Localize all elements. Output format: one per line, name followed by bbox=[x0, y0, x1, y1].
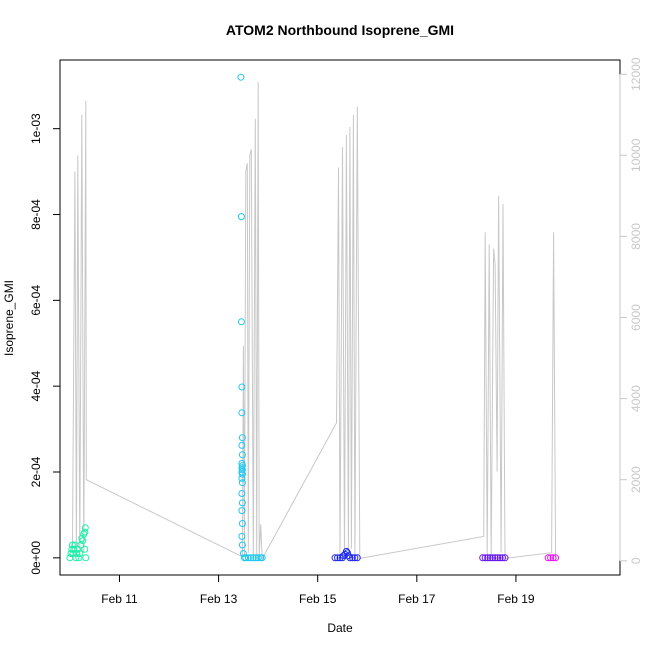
data-point bbox=[77, 541, 85, 549]
data-point bbox=[237, 213, 245, 221]
data-point bbox=[552, 554, 560, 562]
y2-tick-label: 4000 bbox=[629, 385, 643, 412]
x-axis: Feb 11 Feb 13 Feb 15 Feb 17 Feb 19 bbox=[101, 574, 535, 606]
data-point bbox=[238, 451, 246, 459]
data-point bbox=[491, 554, 499, 562]
y-axis: 0e+00 2e-04 4e-04 6e-04 8e-04 1e-03 bbox=[29, 113, 61, 575]
data-point bbox=[82, 554, 90, 562]
x-tick-label: Feb 17 bbox=[398, 592, 436, 606]
y2-tick-label: 8000 bbox=[629, 223, 643, 250]
y-tick-label: 1e-03 bbox=[29, 113, 43, 144]
data-point bbox=[486, 554, 494, 562]
data-point bbox=[351, 554, 359, 562]
y2-tick-label: 0 bbox=[629, 557, 643, 564]
data-point bbox=[342, 547, 350, 555]
data-point bbox=[238, 434, 246, 442]
data-point bbox=[238, 441, 246, 449]
data-point bbox=[344, 552, 352, 560]
series-5 bbox=[544, 554, 560, 562]
data-point bbox=[489, 554, 497, 562]
series-2 bbox=[237, 73, 266, 562]
data-point bbox=[547, 554, 555, 562]
data-point bbox=[238, 409, 246, 417]
data-point bbox=[494, 554, 502, 562]
data-point bbox=[336, 554, 344, 562]
y-tick-label: 4e-04 bbox=[29, 371, 43, 402]
series-1 bbox=[66, 524, 90, 562]
series-4 bbox=[479, 554, 509, 562]
y2-tick-label: 12000 bbox=[629, 57, 643, 91]
x-tick-label: Feb 15 bbox=[299, 592, 337, 606]
data-point bbox=[237, 318, 245, 326]
chart-title: ATOM2 Northbound Isoprene_GMI bbox=[226, 22, 454, 38]
data-point bbox=[75, 554, 83, 562]
y-tick-label: 6e-04 bbox=[29, 285, 43, 316]
altitude-layer bbox=[71, 82, 557, 561]
data-point bbox=[72, 554, 80, 562]
data-point bbox=[496, 554, 504, 562]
x-tick-label: Feb 19 bbox=[497, 592, 535, 606]
data-point bbox=[484, 554, 492, 562]
right-altitude-axis: 0 2000 4000 6000 8000 10000 12000 bbox=[619, 57, 643, 564]
data-point bbox=[238, 479, 246, 487]
y-axis-label: Isoprene_GMI bbox=[2, 280, 16, 356]
data-point bbox=[238, 499, 246, 507]
data-point bbox=[244, 554, 252, 562]
data-point bbox=[68, 541, 76, 549]
data-point bbox=[81, 528, 89, 536]
data-point bbox=[242, 554, 250, 562]
data-point bbox=[238, 470, 246, 478]
data-point bbox=[544, 554, 552, 562]
x-tick-label: Feb 13 bbox=[200, 592, 238, 606]
y2-tick-label: 2000 bbox=[629, 466, 643, 493]
series-3 bbox=[331, 547, 361, 562]
data-point bbox=[73, 550, 81, 557]
data-point bbox=[249, 554, 257, 562]
data-point bbox=[348, 554, 356, 562]
y2-tick-label: 6000 bbox=[629, 304, 643, 331]
data-point bbox=[238, 532, 246, 540]
data-point bbox=[237, 73, 245, 81]
data-point bbox=[549, 554, 557, 562]
data-point bbox=[353, 554, 361, 562]
data-point bbox=[481, 554, 489, 562]
data-point bbox=[346, 554, 354, 562]
data-point bbox=[479, 554, 487, 562]
data-point bbox=[238, 383, 246, 391]
data-point bbox=[334, 554, 341, 562]
data-point bbox=[81, 524, 89, 532]
data-point bbox=[238, 474, 246, 482]
x-tick-label: Feb 11 bbox=[101, 592, 138, 606]
data-point bbox=[331, 554, 339, 562]
data-point bbox=[81, 545, 89, 553]
altitude-line bbox=[71, 82, 557, 561]
data-point bbox=[238, 507, 246, 515]
data-point bbox=[499, 554, 506, 562]
y-tick-label: 8e-04 bbox=[29, 199, 43, 230]
points-layer bbox=[66, 73, 560, 562]
data-point bbox=[238, 490, 246, 497]
data-point bbox=[254, 554, 262, 562]
data-point bbox=[247, 554, 255, 562]
y-tick-label: 2e-04 bbox=[29, 456, 43, 487]
y2-tick-label: 10000 bbox=[629, 138, 643, 172]
y-tick-label: 0e+00 bbox=[29, 541, 43, 575]
data-point bbox=[501, 554, 509, 562]
data-point bbox=[76, 550, 84, 557]
data-point bbox=[79, 537, 87, 545]
data-point bbox=[258, 554, 266, 562]
data-point bbox=[238, 541, 246, 549]
data-point bbox=[238, 520, 246, 527]
x-axis-label: Date bbox=[327, 621, 353, 635]
